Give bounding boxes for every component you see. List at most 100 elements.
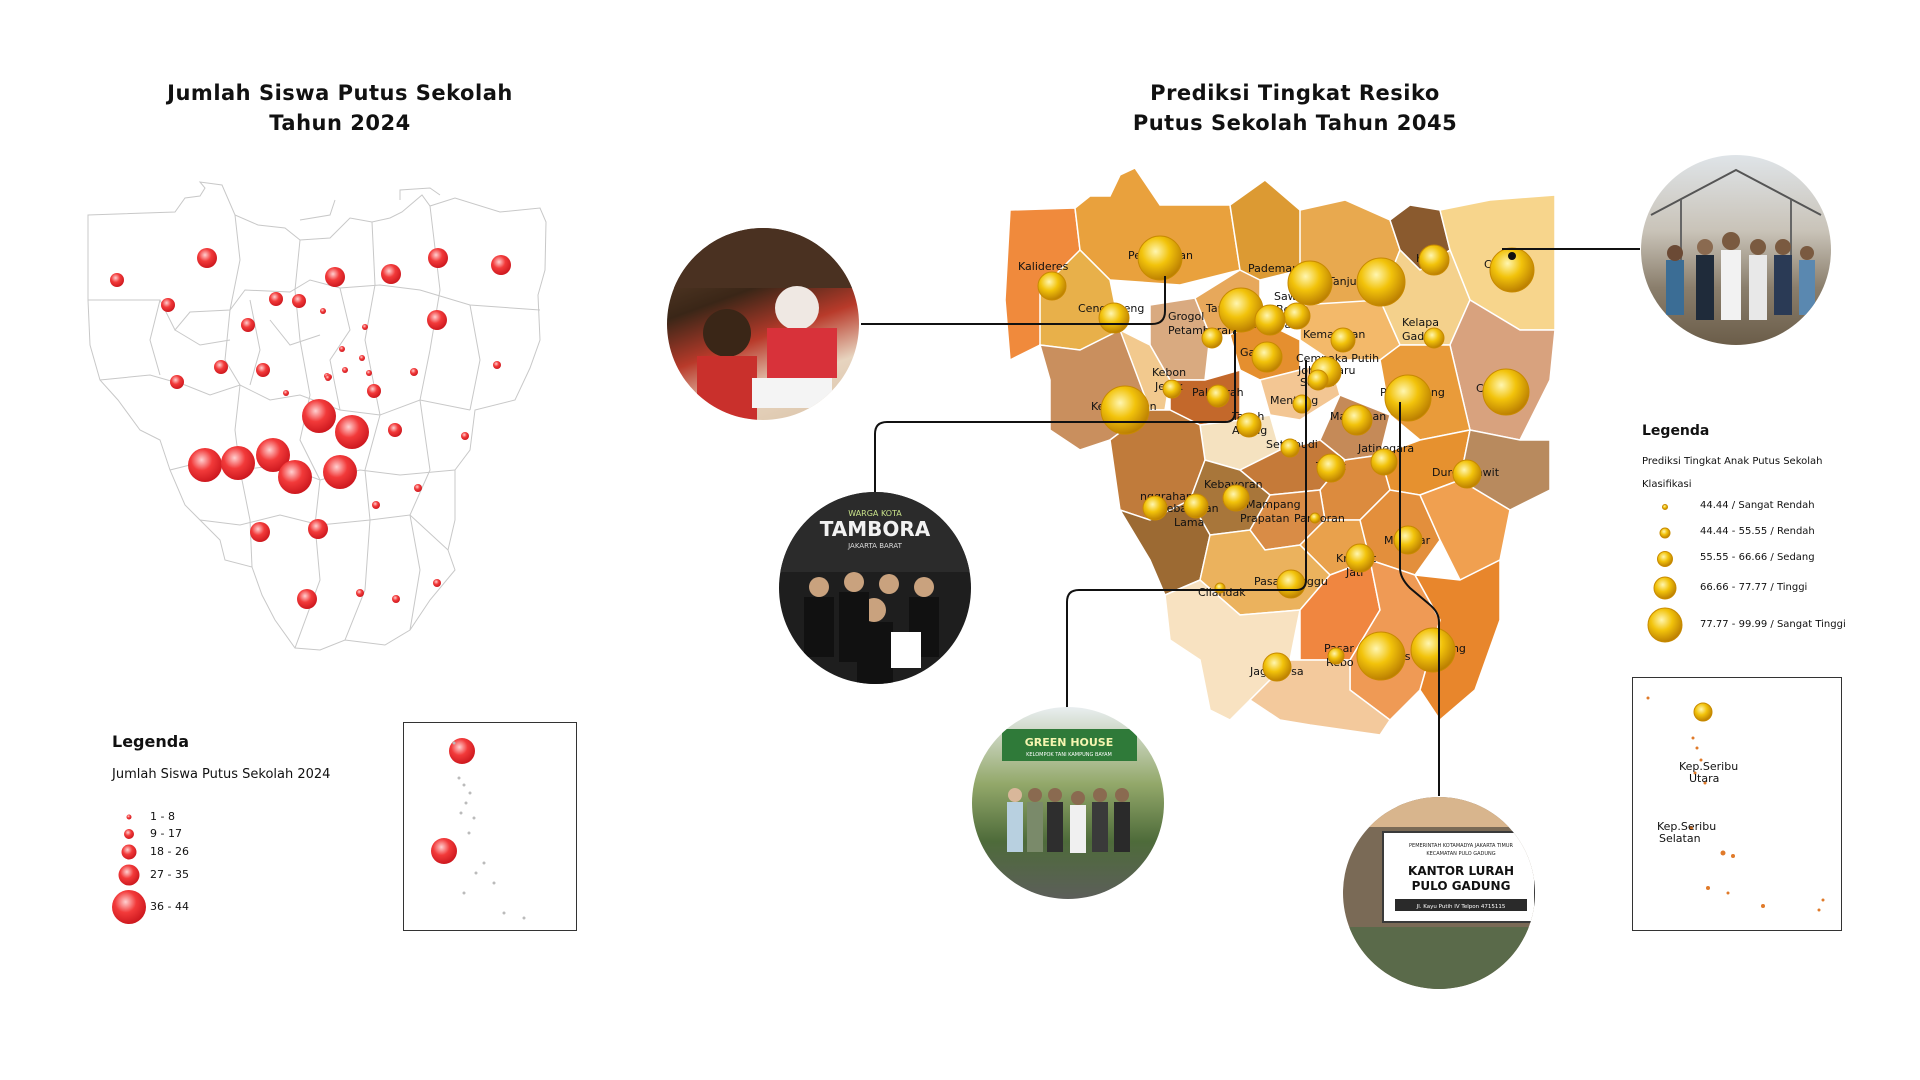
marker-count-class-2 [161,298,175,312]
marker-count-class-1 [339,346,345,352]
risk-marker [1356,257,1406,307]
marker-count-class-3 [250,522,270,542]
risk-marker [1280,438,1300,458]
left-legend-class-4: 27 - 35 [150,868,189,881]
right-legend-subtitle: Prediksi Tingkat Anak Putus Sekolah [1642,456,1823,467]
risk-marker [1393,525,1423,555]
inset-label-kep-seribu-selatan-1: Kep.Seribu [1657,820,1716,833]
marker-count-class-1 [493,361,501,369]
risk-marker [1287,260,1333,306]
tambora-banner-sub: JAKARTA BARAT [847,542,903,550]
inset-label-kep-seribu-selatan-2: Selatan [1659,832,1701,845]
left-map-title: Jumlah Siswa Putus Sekolah Tahun 2024 [150,78,530,138]
risk-marker [1370,448,1398,476]
marker-count-class-3 [197,248,217,268]
risk-marker [1292,394,1312,414]
tambora-banner-big: TAMBORA [820,517,931,541]
marker-count-class-1 [372,501,380,509]
leader-line-tambora [874,330,1236,492]
risk-marker [1482,368,1530,416]
kantor-sign-top2: KECAMATAN PULO GADUNG [1426,851,1495,857]
marker-count-class-5 [278,460,312,494]
left-legend-heading: Legenda [112,732,189,751]
risk-marker [1254,304,1286,336]
right-title-line1: Prediksi Tingkat Resiko [1150,81,1440,105]
risk-marker [1384,374,1432,422]
tambora-banner-small: WARGA KOTA [848,509,902,518]
marker-count-class-1 [356,589,364,597]
kantor-sign-addr: Jl. Kayu Putih IV Telpon 4715115 [1416,904,1506,910]
risk-marker [1222,484,1250,512]
marker-count-class-3 [381,264,401,284]
marker-count-class-2 [110,273,124,287]
left-legend-subtitle: Jumlah Siswa Putus Sekolah 2024 [112,767,331,782]
marker-count-class-1 [461,432,469,440]
left-legend-symbols [112,814,146,924]
left-map-markers [110,248,511,609]
risk-marker [1206,384,1230,408]
marker-count-class-2 [388,423,402,437]
label-kalideres: Kalideres [1018,260,1069,273]
risk-marker [1452,459,1482,489]
left-legend-class-2: 9 - 17 [150,827,182,840]
left-title-line2: Tahun 2024 [269,111,411,135]
risk-marker [1098,302,1130,334]
risk-marker [1142,495,1168,521]
right-title-line2: Putus Sekolah Tahun 2045 [1132,111,1458,135]
leader-line-kebayoran [1066,360,1307,720]
label-kebayoran: Kebayoran [1204,478,1263,491]
marker-count-class-5 [256,438,290,472]
marker-count-class-1 [433,579,441,587]
risk-marker [1183,493,1209,519]
left-legend-class-5: 36 - 44 [150,900,189,913]
marker-count-class-3 [297,589,317,609]
marker-count-class-5 [323,455,357,489]
risk-marker [1307,369,1329,391]
risk-marker [1251,341,1283,373]
risk-marker [1137,235,1183,281]
marker-count-class-1 [320,308,326,314]
risk-marker [1341,404,1373,436]
marker-count-class-1 [366,370,372,376]
left-title-line1: Jumlah Siswa Putus Sekolah [167,81,513,105]
right-legend-heading: Legenda [1642,423,1710,439]
risk-marker [1214,582,1226,594]
kantor-sign-line2: PULO GADUNG [1412,879,1511,893]
leader-line-pulogadung [1399,402,1440,796]
label-kelapa: Kelapa [1402,316,1439,329]
marker-count-class-3 [308,519,328,539]
marker-count-class-1 [283,390,289,396]
right-map-title: Prediksi Tingkat Resiko Putus Sekolah Ta… [1100,78,1490,138]
label-petamburan: Petamburan [1168,324,1235,337]
risk-marker [1100,385,1150,435]
inset-label-kep-seribu-utara-1: Kep.Seribu [1679,760,1738,773]
photo-kantor-lurah-pulogadung: PEMERINTAH KOTAMADYA JAKARTA TIMUR KECAM… [1343,797,1535,989]
right-legend-class-3: 55.55 - 66.66 / Sedang [1700,552,1815,563]
right-legend-class-4: 66.66 - 77.77 / Tinggi [1700,582,1808,593]
label-lama: Lama [1174,516,1204,529]
label-grogol: Grogol [1168,310,1204,323]
risk-marker [1418,244,1450,276]
risk-marker [1236,412,1262,438]
left-legend-class-1: 1 - 8 [150,810,175,823]
leader-lines [861,248,1640,796]
marker-count-class-1 [392,595,400,603]
risk-marker [1201,327,1223,349]
risk-marker [1037,271,1067,301]
right-inset-map: Kep.Seribu Utara Kep.Seribu Selatan [1632,677,1842,931]
marker-count-class-4 [335,415,369,449]
marker-count-class-3 [427,310,447,330]
right-legend-class-2: 44.44 - 55.55 / Rendah [1700,526,1815,537]
marker-count-class-1 [359,355,365,361]
marker-count-class-2 [367,384,381,398]
label-kebon: Kebon [1152,366,1186,379]
risk-marker [1262,652,1292,682]
marker-count-class-1 [362,324,368,330]
marker-count-class-2 [214,360,228,374]
label-mampang: Mampang [1246,498,1301,511]
risk-marker [1330,327,1356,353]
kantor-sign-line1: KANTOR LURAH [1408,864,1514,878]
marker-count-class-3 [325,267,345,287]
marker-count-class-4 [302,399,336,433]
